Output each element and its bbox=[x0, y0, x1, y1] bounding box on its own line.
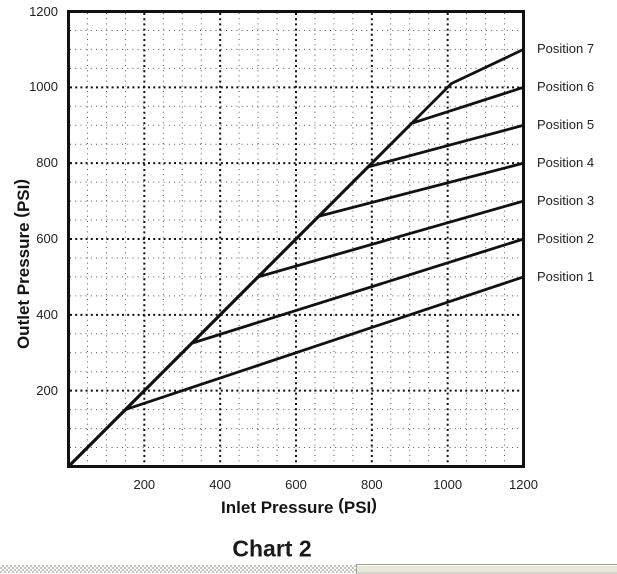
plot-area bbox=[67, 10, 525, 468]
y-tick-label: 800 bbox=[36, 155, 58, 171]
series-label-position-3: Position 3 bbox=[537, 193, 595, 209]
scrollbar-track bbox=[0, 564, 617, 574]
series-label-position-2: Position 2 bbox=[537, 231, 595, 246]
series-label-position-1: Position 1 bbox=[537, 268, 595, 284]
y-tick-label: 1200 bbox=[29, 3, 58, 19]
series-line-position-1 bbox=[67, 275, 524, 468]
x-tick-label: 1000 bbox=[433, 477, 463, 492]
series-label-position-5: Position 5 bbox=[537, 117, 595, 133]
x-tick-label: 400 bbox=[209, 477, 231, 492]
y-tick-label: 1000 bbox=[29, 79, 58, 95]
x-tick-label: 600 bbox=[285, 477, 307, 492]
x-axis-title: Inlet Pressure (PSI) bbox=[221, 495, 377, 517]
y-tick-label: 400 bbox=[36, 306, 58, 322]
chart-title: Chart 2 bbox=[232, 535, 312, 562]
x-tick-label: 800 bbox=[360, 477, 383, 492]
series-label-position-4: Position 4 bbox=[537, 155, 595, 171]
y-tick-label: 200 bbox=[36, 382, 58, 398]
y-tick-label: 600 bbox=[36, 231, 58, 246]
scrollbar-thumb[interactable] bbox=[356, 564, 617, 574]
x-tick-label: 200 bbox=[133, 477, 156, 492]
x-tick-label: 1200 bbox=[509, 477, 538, 492]
series-label-position-6: Position 6 bbox=[537, 79, 595, 95]
scrollbar-gutter bbox=[0, 565, 356, 573]
y-axis-title: Outlet Pressure (PSI) bbox=[11, 178, 33, 350]
series-label-position-7: Position 7 bbox=[537, 41, 595, 57]
